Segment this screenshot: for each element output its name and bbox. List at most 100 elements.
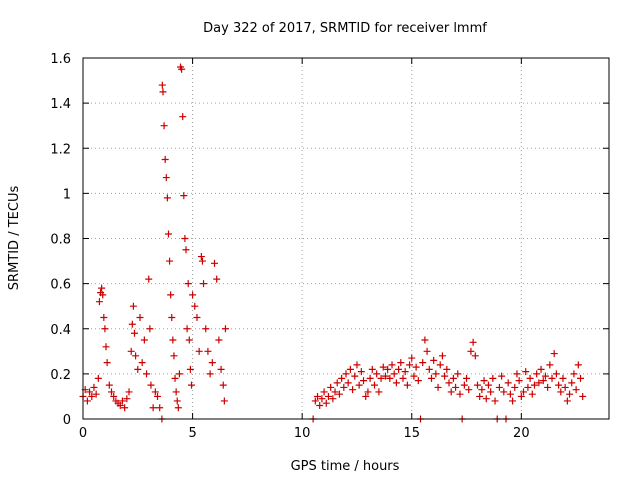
data-point — [381, 372, 389, 380]
data-point — [406, 361, 414, 369]
data-point — [509, 397, 517, 405]
data-point — [134, 365, 142, 373]
data-point — [447, 388, 455, 396]
data-point — [116, 401, 124, 409]
x-tick-label: 10 — [294, 426, 311, 441]
data-point — [419, 359, 427, 367]
y-tick-label: 0.2 — [50, 368, 71, 383]
data-point — [160, 122, 168, 130]
data-point — [434, 383, 442, 391]
data-point — [166, 257, 174, 265]
data-point — [375, 388, 383, 396]
data-point — [537, 365, 545, 373]
data-point — [408, 354, 416, 362]
data-point — [390, 370, 398, 378]
y-tick-label: 1.4 — [50, 97, 71, 112]
data-point — [454, 370, 462, 378]
data-point — [181, 235, 189, 242]
data-point — [333, 379, 341, 387]
data-point — [351, 372, 359, 380]
data-point — [175, 370, 183, 378]
data-point — [145, 275, 153, 283]
data-point — [183, 325, 191, 333]
data-point — [140, 336, 148, 344]
y-axis-title: SRMTID / TECUs — [7, 186, 22, 291]
data-point — [95, 298, 103, 306]
data-point — [149, 404, 157, 412]
data-point — [386, 374, 394, 382]
data-point — [467, 347, 475, 355]
data-point — [191, 302, 199, 310]
data-point — [489, 374, 497, 382]
data-point — [379, 363, 387, 371]
data-point — [511, 383, 519, 391]
data-point — [544, 383, 552, 391]
data-point — [482, 395, 490, 403]
data-point — [349, 386, 357, 394]
data-point — [110, 392, 118, 400]
data-point — [344, 379, 352, 387]
data-point — [327, 383, 335, 391]
data-point — [463, 374, 471, 382]
data-points — [79, 63, 587, 423]
data-point — [550, 350, 558, 358]
x-tick-labels: 0 5 10 15 20 — [79, 426, 530, 441]
x-tick-label: 20 — [513, 426, 530, 441]
plot-frame — [82, 57, 610, 420]
data-point — [498, 372, 506, 380]
data-point — [370, 381, 378, 389]
data-point — [412, 363, 420, 371]
data-point — [355, 381, 363, 389]
data-point — [452, 383, 460, 391]
y-tick-labels: 0 0.2 0.4 0.6 0.8 1 1.2 1.4 1.6 — [50, 52, 71, 428]
data-point — [221, 325, 229, 333]
data-point — [168, 313, 176, 321]
data-point — [570, 370, 578, 378]
data-point — [552, 370, 560, 378]
x-tick-label: 15 — [403, 426, 420, 441]
data-point — [535, 379, 543, 387]
data-point — [161, 156, 169, 164]
data-point — [362, 392, 370, 400]
data-point — [563, 397, 571, 405]
data-point — [169, 336, 177, 344]
data-point — [125, 388, 133, 396]
data-point — [484, 381, 492, 389]
data-point — [151, 388, 159, 396]
data-point — [500, 388, 508, 396]
data-point — [102, 343, 110, 351]
data-point — [314, 392, 322, 400]
data-point — [476, 392, 484, 400]
data-point — [131, 329, 139, 337]
data-point — [197, 253, 205, 261]
data-point — [530, 381, 538, 389]
data-point — [574, 361, 582, 369]
data-point — [92, 390, 100, 398]
data-point — [357, 368, 365, 376]
data-point — [353, 361, 361, 369]
data-point — [189, 291, 197, 299]
data-point — [179, 113, 187, 121]
data-point — [98, 284, 106, 292]
data-point — [107, 388, 115, 396]
axis-ticks — [82, 57, 609, 420]
data-point — [421, 336, 429, 344]
data-point — [368, 365, 376, 373]
y-tick-label: 0 — [63, 413, 71, 428]
data-point — [213, 275, 221, 283]
y-tick-label: 1.6 — [50, 52, 71, 67]
grid-lines — [83, 58, 609, 419]
data-point — [388, 361, 396, 369]
data-point — [217, 365, 225, 373]
data-point — [541, 372, 549, 380]
data-point — [504, 379, 512, 387]
data-point — [185, 336, 193, 344]
data-point — [474, 381, 481, 389]
data-point — [366, 374, 374, 382]
data-point — [364, 388, 372, 396]
data-point — [340, 383, 348, 391]
data-point — [548, 374, 556, 382]
data-point — [478, 386, 486, 394]
data-point — [211, 259, 218, 267]
data-point — [101, 325, 109, 333]
